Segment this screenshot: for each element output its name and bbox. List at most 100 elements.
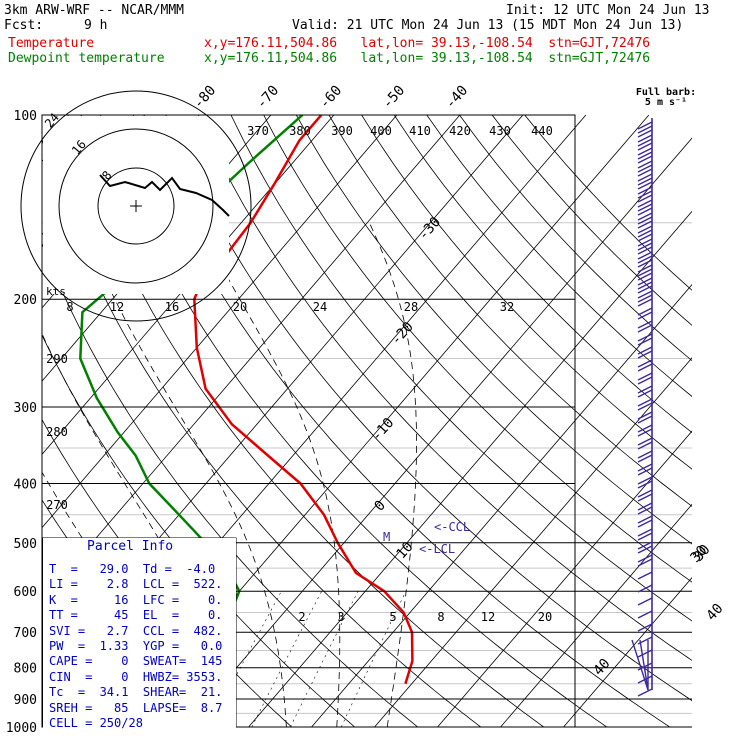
wind-barb <box>637 238 653 247</box>
dry-adiabat <box>426 115 692 397</box>
wind-barb <box>637 424 653 433</box>
wind-barb <box>637 186 653 195</box>
dry-adiabat <box>165 115 692 702</box>
wind-barb <box>637 623 653 632</box>
theta-label: 410 <box>409 124 431 138</box>
wind-barb <box>637 212 653 221</box>
wind-barb <box>637 298 653 307</box>
wind-barb <box>637 506 653 515</box>
hodograph-ring <box>97 167 175 245</box>
wind-barb <box>637 164 653 173</box>
wind-barb <box>637 203 653 212</box>
init-time: Init: 12 UTC Mon 24 Jun 13 <box>506 3 710 18</box>
wind-barb <box>637 333 653 342</box>
wind-barb <box>637 173 653 182</box>
isotherm-label: -20 <box>388 319 417 349</box>
parcel-row: CIN = 0 HWBZ= 3553. <box>49 669 223 684</box>
wind-barb <box>637 207 653 216</box>
wind-barb <box>637 610 653 619</box>
hodograph-ring <box>20 90 252 322</box>
parcel-row: TT = 45 EL = 0. <box>49 608 223 623</box>
valid-time: Valid: 21 UTC Mon 24 Jun 13 (15 MDT Mon … <box>292 18 684 33</box>
wind-barb <box>637 125 653 134</box>
mixing-ratio-label: 5 <box>389 610 396 624</box>
dewpoint-legend: Dewpoint temperature <box>8 51 165 66</box>
pressure-label: 400 <box>14 477 37 492</box>
isotherm-label: -40 <box>442 83 471 113</box>
wind-barb <box>637 277 653 286</box>
wind-barb <box>637 337 653 346</box>
speed-label: 28 <box>404 300 418 314</box>
pressure-label: 200 <box>14 293 37 308</box>
wind-barb <box>637 346 653 355</box>
parcel-row: SREH = 85 LAPSE= 8.7 <box>49 700 223 715</box>
wind-barb <box>637 121 653 130</box>
isotherm-label: -30 <box>415 214 444 244</box>
wind-barb <box>637 528 653 537</box>
wind-barb <box>637 385 653 394</box>
wind-barb <box>637 246 653 255</box>
temperature-legend: Temperature <box>8 36 95 51</box>
wind-barb <box>637 350 653 359</box>
lcl-marker: <-LCL <box>419 542 455 556</box>
isotherm-label: 40 <box>590 656 613 679</box>
parcel-row: CAPE = 0 SWEAT= 145 <box>49 654 223 669</box>
wind-barb <box>637 155 653 164</box>
wind-barb <box>637 264 653 273</box>
parcel-row: LI = 2.8 LCL = 522. <box>49 577 223 592</box>
dry-adiabat <box>198 115 692 661</box>
ccl-marker: <-CCL <box>434 520 470 534</box>
pressure-label: 300 <box>14 401 37 416</box>
isotherm-label: 40 <box>703 601 726 624</box>
wind-barb <box>637 489 653 498</box>
isotherm-label: -70 <box>253 83 282 113</box>
speed-label: 12 <box>110 300 124 314</box>
wind-barb <box>631 639 649 691</box>
wind-barb <box>637 160 653 169</box>
wind-barb <box>637 259 653 268</box>
wind-barb <box>637 554 653 563</box>
theta-label: 380 <box>289 124 311 138</box>
wind-barb <box>637 255 653 264</box>
wind-barb <box>637 467 653 476</box>
wind-barb <box>637 558 653 567</box>
wind-barb <box>637 398 653 407</box>
wind-barb <box>637 324 653 333</box>
wind-barb <box>637 294 653 303</box>
wind-barb <box>637 181 653 190</box>
wind-barb <box>637 541 653 550</box>
isotherm-label: 30 <box>687 543 710 566</box>
dry-adiabat <box>100 115 607 727</box>
mixing-ratio-label: 2 <box>298 610 305 624</box>
parcel-row: SVI = 2.7 CCL = 482. <box>49 623 223 638</box>
wind-barb <box>637 168 653 177</box>
isotherm-line <box>248 210 692 727</box>
dry-adiabat <box>263 115 692 583</box>
wind-barb <box>637 290 653 299</box>
wind-barb <box>637 268 653 277</box>
speed-label: 32 <box>500 300 514 314</box>
wind-barb <box>637 441 653 450</box>
theta-label: 390 <box>331 124 353 138</box>
pressure-label: 700 <box>14 626 37 641</box>
wind-barb <box>637 389 653 398</box>
theta-label: 370 <box>247 124 269 138</box>
wind-barb <box>637 428 653 437</box>
parcel-info-title: Parcel Info <box>87 539 174 554</box>
isotherm-line <box>42 115 461 602</box>
pressure-label: 900 <box>14 693 37 708</box>
mixing-ratio-label: 20 <box>538 610 552 624</box>
pressure-label: 100 <box>14 109 37 124</box>
wind-barb <box>637 476 653 485</box>
moist-adiabat <box>197 222 341 727</box>
speed-label: 8 <box>66 300 73 314</box>
wind-barb <box>637 571 653 580</box>
wind-barb <box>637 463 653 472</box>
wind-barb <box>637 285 653 294</box>
wind-barb <box>637 311 653 320</box>
theta-label: 270 <box>46 498 68 512</box>
wind-barb <box>637 151 653 160</box>
wind-barb <box>637 545 653 554</box>
wind-barb <box>637 376 653 385</box>
